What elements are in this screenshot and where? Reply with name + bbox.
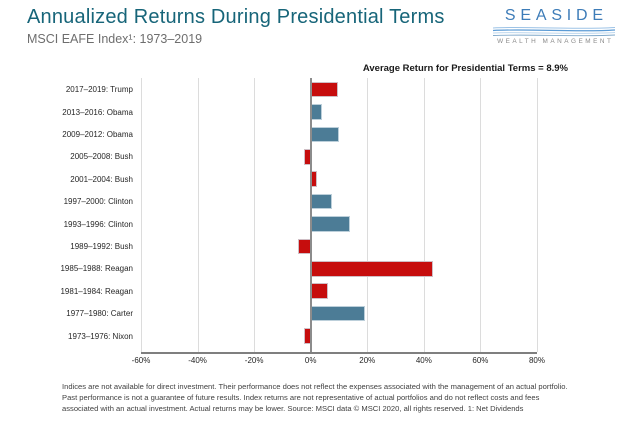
average-return-annotation: Average Return for Presidential Terms = … [362, 63, 568, 74]
x-tick-label: 0% [304, 356, 317, 365]
bar [310, 283, 329, 299]
category-label: 1989–1992: Bush [70, 241, 133, 251]
footer-disclaimer: Indices are not available for direct inv… [62, 381, 607, 414]
bar [310, 193, 332, 210]
logo-wordmark: SEASIDE [504, 7, 608, 24]
footer-line: associated with an actual investment. Ac… [62, 404, 524, 413]
category-label: 2017–2019: Trump [65, 85, 133, 95]
zero-axis-line [309, 78, 312, 352]
category-label: 1997–2000: Clinton [63, 197, 133, 207]
gridline [367, 78, 369, 352]
gridline [197, 78, 199, 352]
logo-waves-icon [493, 26, 615, 37]
gridline [480, 78, 482, 352]
category-label: 2009–2012: Obama [62, 129, 133, 139]
logo-tagline: WEALTH MANAGEMENT [497, 38, 614, 45]
gridline [141, 78, 142, 352]
bar [310, 104, 323, 120]
gridline [537, 78, 538, 352]
category-label: 2005–2008: Bush [70, 152, 133, 162]
category-label: 2001–2004: Bush [70, 174, 133, 184]
bar [310, 216, 351, 232]
logo: SEASIDE WEALTH MANAGEMENT [491, 7, 617, 45]
bar [310, 171, 318, 187]
footer-line: Indices are not available for direct inv… [62, 382, 568, 391]
x-tick-label: 60% [472, 356, 489, 365]
x-tick-label: -20% [244, 356, 264, 365]
category-label: 1973–1976: Nixon [68, 331, 133, 341]
gridline [254, 78, 256, 352]
category-label: 1977–1980: Carter [66, 309, 133, 319]
x-axis-line [141, 352, 537, 354]
x-tick-label: -40% [188, 356, 207, 365]
bar [310, 261, 434, 277]
category-label: 2013–2016: Obama [62, 107, 133, 117]
x-tick-label: -60% [131, 356, 151, 365]
footer-line: Past performance is not a guarantee of f… [62, 393, 540, 402]
bar [310, 305, 365, 322]
page-title: Annualized Returns During Presidential T… [27, 6, 445, 28]
bar [310, 81, 338, 98]
x-tick-label: 20% [359, 356, 376, 365]
page-subtitle: MSCI EAFE Index¹: 1973–2019 [27, 32, 203, 46]
x-tick-label: 80% [528, 356, 545, 365]
gridline [423, 78, 425, 352]
category-label: 1981–1984: Reagan [60, 286, 133, 296]
category-label: 1993–1996: Clinton [63, 219, 133, 229]
x-tick-label: 40% [415, 356, 432, 365]
bar [310, 126, 339, 143]
category-label: 1985–1988: Reagan [60, 264, 133, 274]
